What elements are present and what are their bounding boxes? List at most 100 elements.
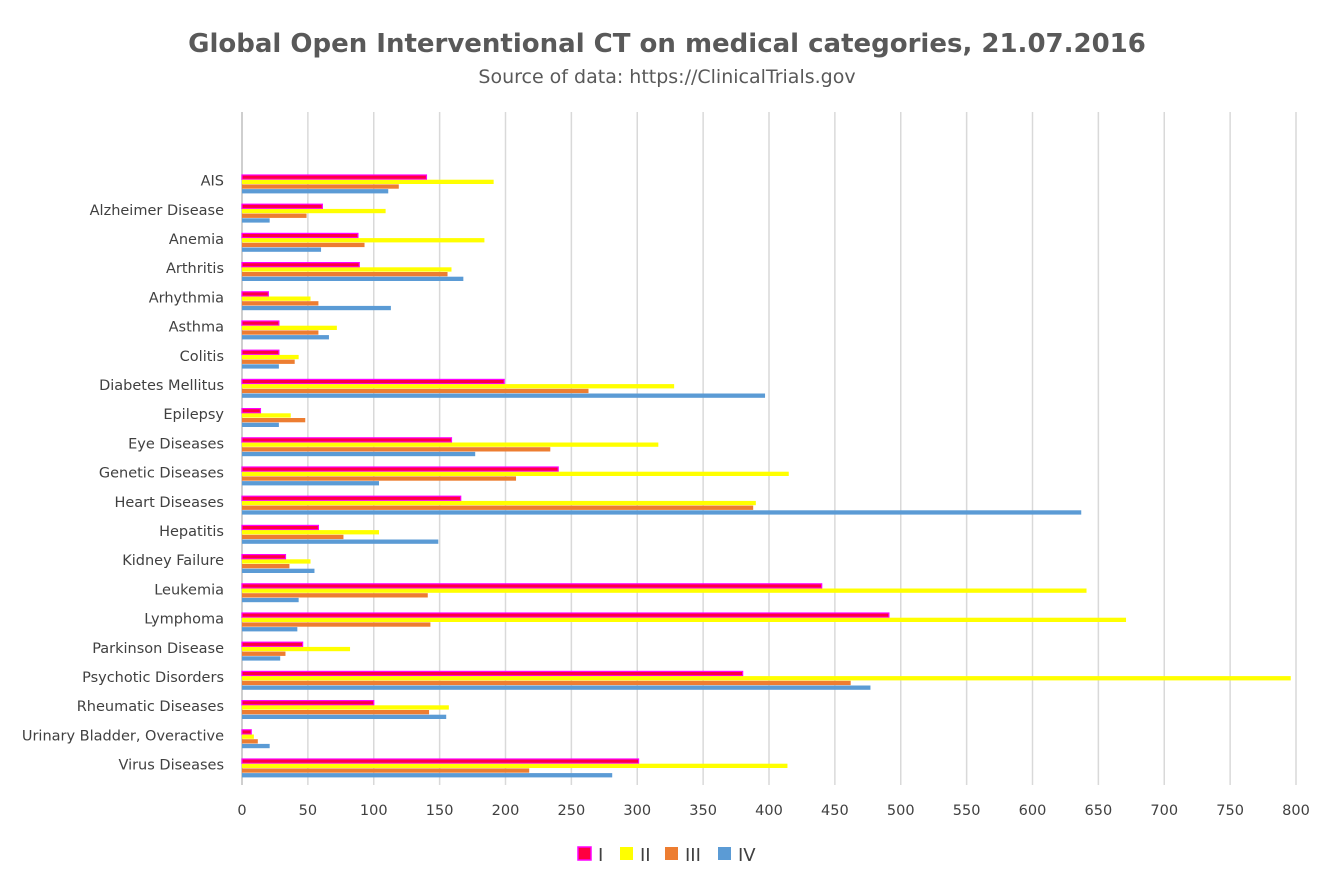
category-label: Hepatitis	[159, 524, 224, 540]
bar-3-9	[242, 447, 551, 452]
category-label: Diabetes Mellitus	[99, 378, 224, 394]
bar-3-12	[242, 534, 344, 540]
legend-label-4: IV	[738, 845, 756, 866]
x-tick-label-300: 300	[623, 803, 651, 819]
category-label: Eye Diseases	[128, 436, 224, 452]
bar-1-10	[241, 466, 559, 472]
bar-3-4	[242, 301, 319, 306]
bar-2-12	[242, 530, 380, 535]
bar-4-20	[242, 773, 613, 778]
category-label: Kidney Failure	[122, 553, 224, 569]
x-tick-label-650: 650	[1085, 803, 1113, 819]
category-label: Psychotic Disorders	[82, 670, 224, 686]
bar-3-20	[242, 768, 530, 773]
chart-title: Global Open Interventional CT on medical…	[188, 29, 1146, 59]
bar-3-10	[242, 476, 517, 481]
bar-1-14	[241, 583, 823, 589]
x-tick-label-400: 400	[755, 803, 783, 819]
category-label: Heart Diseases	[114, 495, 224, 511]
bar-1-11	[241, 495, 462, 502]
gridlines	[241, 112, 1297, 785]
bar-2-10	[242, 471, 789, 476]
bar-4-10	[242, 481, 380, 486]
bar-2-11	[242, 500, 756, 506]
bar-3-17	[242, 680, 851, 686]
bar-1-9	[241, 437, 453, 443]
bar-1-2	[241, 232, 359, 239]
legend-swatch-1	[577, 846, 592, 861]
x-tick-label-150: 150	[426, 803, 454, 819]
x-tick-label-700: 700	[1150, 803, 1178, 819]
bar-4-0	[242, 189, 389, 194]
category-label: Arthritis	[166, 261, 224, 277]
bar-4-18	[242, 714, 447, 719]
bar-1-15	[241, 612, 890, 618]
bar-1-8	[241, 408, 262, 414]
x-tick-label-550: 550	[953, 803, 981, 819]
category-label: Urinary Bladder, Overactive	[22, 728, 224, 744]
bar-3-3	[242, 272, 448, 277]
x-tick-label-750: 750	[1216, 803, 1244, 819]
bar-1-16	[241, 641, 304, 648]
x-tick-label-800: 800	[1282, 803, 1310, 819]
bar-3-15	[242, 622, 431, 627]
category-label: Parkinson Disease	[92, 641, 224, 657]
category-label: Rheumatic Diseases	[77, 699, 224, 715]
bar-3-19	[242, 739, 258, 744]
category-label: Virus Diseases	[118, 758, 224, 774]
bar-3-14	[242, 593, 428, 598]
category-label: Alzheimer Disease	[90, 203, 224, 219]
category-label: Epilepsy	[163, 407, 224, 423]
bar-3-8	[242, 418, 306, 423]
x-tick-label-250: 250	[558, 803, 586, 819]
bar-3-0	[242, 184, 399, 189]
bar-4-5	[242, 335, 329, 340]
bar-1-7	[241, 378, 505, 385]
category-label: Colitis	[180, 349, 224, 365]
bar-2-0	[242, 179, 494, 184]
bar-4-4	[242, 305, 391, 311]
bar-1-3	[241, 262, 360, 268]
legend-label-1: I	[598, 845, 603, 866]
category-label: Genetic Diseases	[99, 466, 224, 482]
x-tick-label-100: 100	[360, 803, 388, 819]
x-tick-label-50: 50	[299, 803, 317, 819]
bar-3-7	[242, 388, 589, 394]
bar-4-19	[242, 743, 270, 749]
legend-label-3: III	[685, 845, 701, 866]
bar-4-1	[242, 218, 270, 223]
bar-2-18	[242, 705, 449, 710]
bar-1-6	[241, 349, 280, 356]
x-tick-label-0: 0	[237, 803, 246, 819]
bar-3-6	[242, 359, 295, 364]
bar-2-16	[242, 646, 351, 652]
bar-4-2	[242, 247, 322, 252]
category-label: Arhythmia	[149, 290, 224, 306]
category-label: Leukemia	[154, 582, 224, 598]
bar-4-7	[242, 393, 766, 398]
legend: I II III IV	[577, 845, 756, 866]
bar-2-19	[242, 734, 254, 739]
bar-1-13	[241, 553, 287, 560]
bar-2-4	[242, 296, 311, 301]
bar-4-9	[242, 451, 476, 457]
bar-1-0	[241, 174, 428, 180]
bar-2-2	[242, 238, 485, 243]
x-tick-labels: 0 50 100 150 200 250 300 350 400 450 500 550 600 650 7…	[237, 803, 1309, 819]
bar-2-9	[242, 442, 659, 447]
bar-2-20	[242, 763, 788, 768]
legend-swatch-4	[718, 847, 731, 860]
bar-3-5	[242, 330, 319, 335]
bar-1-5	[241, 320, 280, 326]
category-label: Anemia	[169, 232, 224, 248]
bar-4-17	[242, 685, 871, 690]
legend-swatch-2	[620, 847, 633, 860]
category-labels: AIS Alzheimer Disease Anemia Arthritis Arhyt…	[22, 174, 225, 774]
bars	[241, 174, 1291, 778]
bar-4-14	[242, 597, 299, 603]
bar-4-13	[242, 568, 315, 573]
bar-2-7	[242, 384, 675, 389]
chart-subtitle: Source of data: https://ClinicalTrials.g…	[478, 66, 855, 88]
x-tick-label-200: 200	[492, 803, 520, 819]
category-label: Lymphoma	[144, 612, 224, 628]
